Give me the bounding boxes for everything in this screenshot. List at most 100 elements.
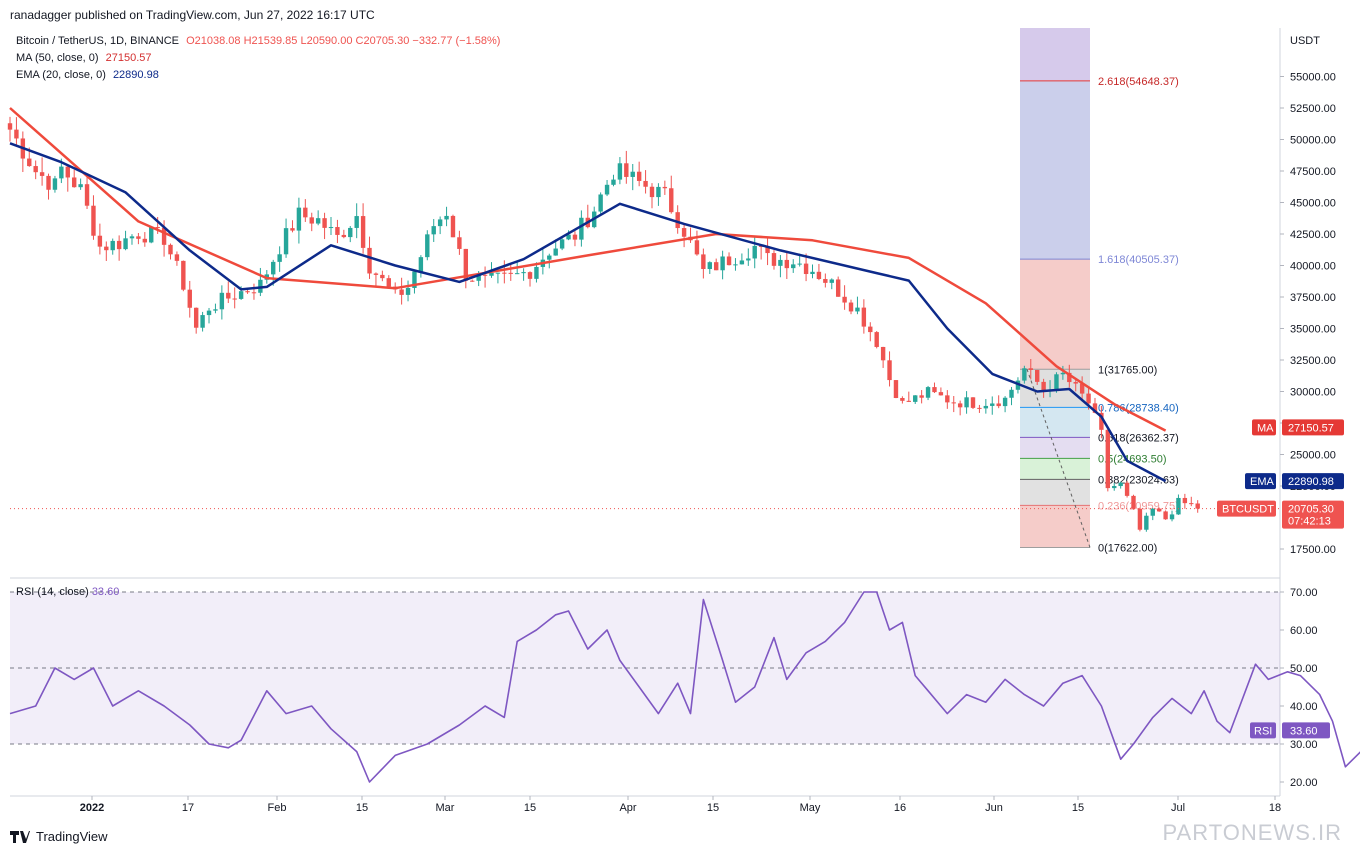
candle-body xyxy=(457,237,462,249)
ma-legend: MA (50, close, 0) 27150.57 xyxy=(16,52,156,64)
candle-body xyxy=(1086,393,1091,404)
candle-body xyxy=(296,207,302,231)
price-tag-value: 22890.98 xyxy=(1288,476,1334,488)
y-tick-label: 47500.00 xyxy=(1290,166,1336,178)
candle-body xyxy=(868,326,873,333)
candle-body xyxy=(547,255,552,260)
candle-body xyxy=(489,272,494,276)
fib-zone xyxy=(1020,259,1090,370)
candle-body xyxy=(277,254,282,262)
candle-body xyxy=(784,259,790,269)
candle-body xyxy=(630,171,635,177)
tradingview-logo[interactable]: TradingView xyxy=(10,829,108,844)
price-tag-value-box xyxy=(1282,473,1344,490)
x-tick-label: 15 xyxy=(707,802,719,814)
fib-level-label: 0.618(26362.37) xyxy=(1098,432,1179,444)
candle-body xyxy=(341,234,347,238)
rsi-y-tick-label: 60.00 xyxy=(1290,625,1318,637)
rsi-line xyxy=(9,591,1360,783)
candle-body xyxy=(283,228,289,255)
candle-body xyxy=(733,264,738,266)
x-tick-label: 15 xyxy=(356,802,368,814)
candle-body xyxy=(482,274,488,276)
candle-body xyxy=(913,395,918,402)
candle-body xyxy=(970,397,976,408)
candle-body xyxy=(155,227,160,229)
candle-body xyxy=(855,307,860,312)
candle-body xyxy=(290,228,295,231)
candle-body xyxy=(797,263,802,265)
candle-body xyxy=(803,263,809,275)
y-tick-label: 50000.00 xyxy=(1290,135,1336,147)
ema-value: 22890.98 xyxy=(112,69,159,81)
candle-body xyxy=(46,175,51,190)
ma-label: MA (50, close, 0) xyxy=(16,52,99,64)
x-tick-label: May xyxy=(800,802,821,814)
candle-body xyxy=(977,407,982,409)
candle-body xyxy=(1035,369,1040,382)
candle-body xyxy=(957,403,963,408)
rsi-value: 33.60 xyxy=(91,586,120,598)
candle-body xyxy=(495,272,501,274)
candle-body xyxy=(84,184,90,206)
candle-body xyxy=(181,260,186,290)
candle-body xyxy=(431,226,436,235)
fib-level-label: 0.786(28738.40) xyxy=(1098,402,1179,414)
fib-zone xyxy=(1020,505,1090,548)
candle-body xyxy=(861,307,867,327)
candle-body xyxy=(1124,482,1130,496)
x-tick-label: 2022 xyxy=(80,802,104,814)
y-tick-label: 35000.00 xyxy=(1290,324,1336,336)
candle-body xyxy=(380,274,385,279)
candle-body xyxy=(238,291,244,299)
price-tag-name: EMA xyxy=(1250,476,1275,488)
candle-body xyxy=(527,272,533,279)
fib-level-label: 1.618(40505.37) xyxy=(1098,254,1179,266)
rsi-label: RSI (14, close) xyxy=(16,586,89,598)
rsi-y-tick-label: 70.00 xyxy=(1290,587,1318,599)
y-tick-label: 42500.00 xyxy=(1290,229,1336,241)
candle-body xyxy=(7,123,13,130)
candle-body xyxy=(322,218,327,228)
rsi-y-tick-label: 30.00 xyxy=(1290,739,1318,751)
candle-body xyxy=(1144,515,1149,530)
candle-body xyxy=(213,309,218,311)
candle-body xyxy=(919,395,924,398)
candle-body xyxy=(624,163,629,177)
x-tick-label: 17 xyxy=(182,802,194,814)
candle-body xyxy=(405,287,411,295)
fib-zone xyxy=(1020,28,1090,81)
candle-body xyxy=(1067,372,1072,383)
candle-body xyxy=(559,239,565,249)
candle-body xyxy=(765,246,770,254)
candle-body xyxy=(669,188,674,213)
candle-body xyxy=(78,184,83,188)
candle-body xyxy=(771,253,777,266)
candle-body xyxy=(1150,508,1155,516)
y-tick-label: 30000.00 xyxy=(1290,387,1336,399)
candle-body xyxy=(367,247,372,274)
candle-body xyxy=(476,274,481,281)
candle-body xyxy=(1054,374,1059,390)
candle-body xyxy=(187,289,192,308)
candle-body xyxy=(514,273,520,275)
price-tag-value: 27150.57 xyxy=(1288,422,1334,434)
candle-body xyxy=(97,235,103,247)
fib-zone xyxy=(1020,407,1090,438)
candle-body xyxy=(360,216,366,248)
candle-body xyxy=(906,400,911,402)
candle-body xyxy=(835,279,841,297)
candle-body xyxy=(566,234,571,240)
y-tick-label: 25000.00 xyxy=(1290,450,1336,462)
candle-body xyxy=(123,238,128,250)
candle-body xyxy=(707,262,712,270)
candle-body xyxy=(636,171,642,181)
candle-body xyxy=(675,212,680,229)
candle-body xyxy=(14,129,19,139)
candle-body xyxy=(39,172,45,176)
price-tag-name: MA xyxy=(1257,422,1274,434)
candle-body xyxy=(232,298,237,300)
candle-body xyxy=(964,397,969,408)
candle-body xyxy=(1163,511,1168,520)
